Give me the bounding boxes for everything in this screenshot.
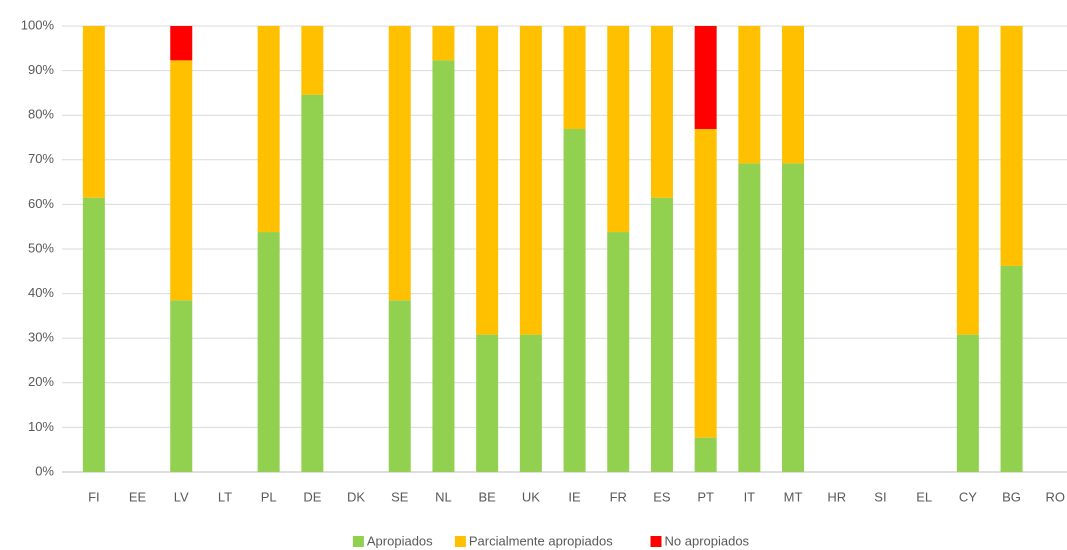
legend-swatch: [650, 536, 662, 547]
bar-segment: [170, 60, 193, 301]
y-tick-label: 80%: [28, 107, 54, 122]
bar-segment: [738, 163, 761, 473]
bar-segment: [519, 334, 542, 472]
bar-segment: [650, 26, 673, 198]
bar-segment: [694, 437, 717, 472]
y-tick-label: 90%: [28, 62, 54, 77]
x-tick-label: FR: [610, 489, 627, 504]
x-tick-label: PL: [261, 489, 277, 504]
y-tick-label: 70%: [28, 151, 54, 166]
legend-label: Apropiados: [367, 533, 433, 548]
x-tick-label: DK: [347, 489, 365, 504]
x-tick-label: UK: [522, 489, 540, 504]
x-tick-label: IE: [568, 489, 581, 504]
y-tick-label: 50%: [28, 240, 54, 255]
x-tick-label: BG: [1002, 489, 1021, 504]
x-tick-label: PT: [697, 489, 714, 504]
bar-segment: [563, 26, 586, 130]
bar-segment: [82, 197, 105, 472]
x-tick-label: DE: [303, 489, 321, 504]
x-tick-label: HR: [827, 489, 846, 504]
bar-segment: [388, 26, 411, 301]
bar-segment: [782, 163, 805, 473]
y-tick-label: 0%: [35, 463, 54, 478]
bar-segment: [301, 26, 324, 95]
y-tick-label: 60%: [28, 196, 54, 211]
bar-segment: [1000, 265, 1023, 472]
bar-segment: [694, 26, 717, 130]
x-tick-label: RO: [1046, 489, 1066, 504]
bar-segment: [519, 26, 542, 335]
x-tick-label: SE: [391, 489, 409, 504]
x-tick-label: FI: [88, 489, 100, 504]
bar-segment: [432, 26, 455, 61]
x-tick-label: LT: [218, 489, 232, 504]
bar-segment: [170, 26, 193, 61]
y-tick-label: 100%: [21, 17, 55, 32]
x-tick-label: ES: [653, 489, 671, 504]
bar-segment: [694, 129, 717, 438]
x-tick-label: EL: [916, 489, 932, 504]
x-tick-label: NL: [435, 489, 452, 504]
bar-segment: [301, 94, 324, 473]
bar-segment: [82, 26, 105, 198]
x-tick-label: LV: [174, 489, 189, 504]
bar-segment: [257, 232, 280, 472]
x-tick-label: MT: [784, 489, 803, 504]
bar-segment: [956, 334, 979, 472]
y-tick-label: 10%: [28, 419, 54, 434]
bar-segment: [257, 26, 280, 233]
bar-segment: [476, 334, 499, 472]
y-tick-label: 30%: [28, 330, 54, 345]
y-tick-label: 20%: [28, 374, 54, 389]
legend-swatch: [352, 536, 364, 547]
x-tick-label: CY: [959, 489, 977, 504]
bar-segment: [476, 26, 499, 335]
legend-label: No apropiados: [665, 533, 750, 548]
x-tick-label: EE: [129, 489, 147, 504]
bar-segment: [388, 300, 411, 472]
x-tick-label: BE: [478, 489, 496, 504]
x-tick-label: IT: [744, 489, 756, 504]
bar-segment: [738, 26, 761, 164]
bar-segment: [563, 129, 586, 472]
bar-segment: [782, 26, 805, 164]
bar-segment: [170, 300, 193, 472]
legend-swatch: [454, 536, 466, 547]
bar-segment: [1000, 26, 1023, 266]
bar-segment: [650, 197, 673, 472]
bar-segment: [607, 232, 630, 472]
bar-segment: [432, 60, 455, 472]
x-tick-label: SI: [874, 489, 886, 504]
y-tick-label: 40%: [28, 285, 54, 300]
bar-segment: [956, 26, 979, 335]
bar-segment: [607, 26, 630, 233]
legend-label: Parcialmente apropiados: [469, 533, 613, 548]
